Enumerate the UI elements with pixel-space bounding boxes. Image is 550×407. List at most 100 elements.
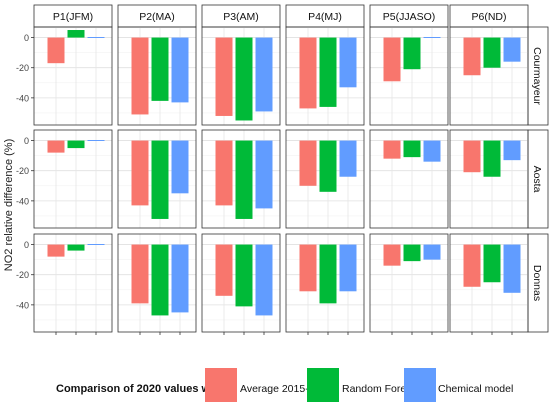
y-tick-label: -40 bbox=[16, 93, 29, 103]
bar bbox=[503, 244, 521, 293]
panel-border bbox=[33, 26, 113, 126]
facet-panel bbox=[201, 129, 281, 229]
facet-panel bbox=[33, 129, 113, 229]
bar bbox=[171, 140, 189, 194]
legend: Comparison of 2020 values with Average 2… bbox=[56, 368, 513, 402]
bar bbox=[319, 37, 337, 107]
facet-panel bbox=[201, 233, 281, 335]
bar bbox=[67, 30, 85, 38]
bar bbox=[131, 37, 149, 115]
panel-border bbox=[369, 26, 449, 126]
bar bbox=[67, 244, 85, 251]
panel-border bbox=[201, 129, 281, 229]
bar bbox=[503, 140, 521, 161]
panel-border bbox=[117, 129, 197, 229]
bar bbox=[503, 37, 521, 62]
facet-panel bbox=[449, 26, 529, 126]
bar bbox=[255, 37, 273, 112]
bar bbox=[215, 244, 233, 296]
legend-swatch bbox=[205, 368, 237, 402]
panel-border bbox=[201, 233, 281, 333]
panel-border bbox=[201, 26, 281, 126]
bar bbox=[47, 244, 65, 257]
bar bbox=[463, 244, 481, 287]
facet-panel bbox=[33, 233, 113, 335]
y-tick-label: -20 bbox=[16, 166, 29, 176]
bar bbox=[383, 140, 401, 159]
panel-border bbox=[449, 129, 529, 229]
bar bbox=[299, 244, 317, 292]
site-label: Courmayeur bbox=[531, 47, 543, 105]
bar bbox=[319, 244, 337, 304]
panel-border bbox=[369, 233, 449, 333]
bar bbox=[151, 37, 169, 101]
bar bbox=[463, 37, 481, 76]
bar bbox=[403, 140, 421, 158]
site-label: Aosta bbox=[531, 166, 543, 193]
y-tick-label: -40 bbox=[16, 300, 29, 310]
panel-border bbox=[33, 129, 113, 229]
facet-panel bbox=[285, 129, 365, 229]
legend-label: Chemical model bbox=[438, 383, 513, 395]
bar bbox=[131, 140, 149, 206]
bar bbox=[67, 140, 85, 149]
legend-title: Comparison of 2020 values with bbox=[56, 383, 224, 395]
bar bbox=[255, 244, 273, 316]
period-label: P5(JJASO) bbox=[383, 11, 436, 23]
bar bbox=[171, 37, 189, 103]
bar bbox=[483, 244, 501, 283]
bar bbox=[235, 140, 253, 219]
facet-panel bbox=[369, 129, 449, 229]
bar bbox=[215, 37, 233, 116]
facet-panel bbox=[369, 233, 449, 335]
legend-swatch bbox=[404, 368, 436, 402]
panel-border bbox=[449, 26, 529, 126]
facet-panel bbox=[201, 26, 281, 126]
facet-panel bbox=[285, 233, 365, 335]
bar bbox=[463, 140, 481, 173]
bar bbox=[339, 244, 357, 292]
panel-border bbox=[285, 26, 365, 126]
bar bbox=[403, 37, 421, 70]
bar bbox=[151, 244, 169, 316]
y-tick-label: -40 bbox=[16, 196, 29, 206]
bar bbox=[383, 244, 401, 266]
bar bbox=[319, 140, 337, 192]
panel-border bbox=[117, 233, 197, 333]
panel-border bbox=[449, 233, 529, 333]
y-tick-label: 0 bbox=[24, 240, 29, 250]
bar bbox=[339, 140, 357, 177]
bar bbox=[47, 37, 65, 64]
bar bbox=[483, 37, 501, 68]
period-label: P4(MJ) bbox=[308, 11, 342, 23]
y-tick-label: 0 bbox=[24, 33, 29, 43]
period-label: P2(MA) bbox=[139, 11, 175, 23]
period-label: P6(ND) bbox=[471, 11, 506, 23]
facet-panel bbox=[369, 26, 449, 126]
bar bbox=[235, 244, 253, 307]
facet-panels: P1(JFM) P2(MA) P3(AM) P4(MJ) P5(JJASO) P6(ND)… bbox=[16, 4, 549, 335]
site-label: Donnas bbox=[531, 265, 543, 301]
legend-label: Random Forest bbox=[342, 383, 414, 395]
y-tick-label: -20 bbox=[16, 270, 29, 280]
y-axis-label: NO2 relative difference (%) bbox=[3, 139, 15, 271]
panel-border bbox=[33, 233, 113, 333]
bar bbox=[383, 37, 401, 82]
panel-border bbox=[285, 233, 365, 333]
facet-panel bbox=[449, 129, 529, 229]
bar bbox=[299, 140, 317, 186]
facet-panel bbox=[285, 26, 365, 126]
bar bbox=[131, 244, 149, 304]
bar bbox=[403, 244, 421, 262]
bar bbox=[47, 140, 65, 153]
bar bbox=[151, 140, 169, 219]
y-tick-label: -20 bbox=[16, 63, 29, 73]
facet-panel bbox=[449, 233, 529, 335]
bar bbox=[423, 140, 441, 162]
facet-panel bbox=[117, 26, 197, 126]
y-tick-label: 0 bbox=[24, 136, 29, 146]
facet-panel bbox=[33, 26, 113, 126]
facet-panel bbox=[117, 233, 197, 335]
bar bbox=[299, 37, 317, 109]
period-label: P1(JFM) bbox=[53, 11, 93, 23]
